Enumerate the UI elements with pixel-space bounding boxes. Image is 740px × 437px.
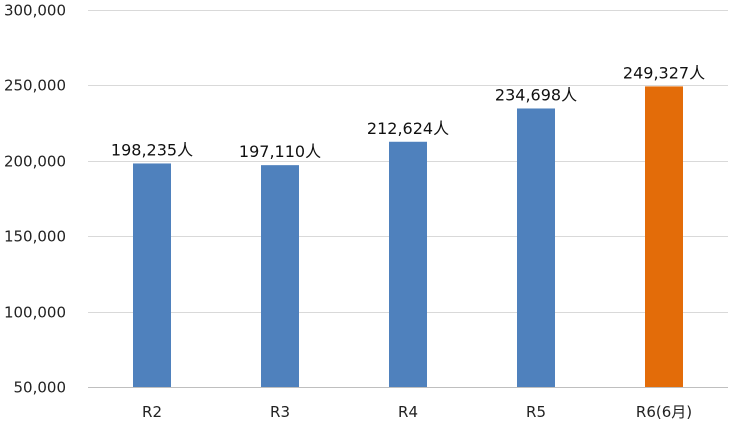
y-tick-label: 50,000 <box>14 379 67 397</box>
data-label: 234,698人 <box>495 85 577 104</box>
data-label: 197,110人 <box>239 142 321 161</box>
y-tick-label: 100,000 <box>4 304 66 322</box>
bar <box>389 141 427 387</box>
data-labels: 198,235人 197,110人 212,624人 234,698人 249,327人 <box>111 63 705 161</box>
x-tick-label: R2 <box>142 403 162 421</box>
y-tick-label: 300,000 <box>4 2 66 20</box>
x-tick-label: R3 <box>270 403 290 421</box>
data-label: 198,235人 <box>111 140 193 159</box>
data-label: 212,624人 <box>367 119 449 138</box>
y-tick-label: 200,000 <box>4 153 66 171</box>
bar <box>133 163 171 387</box>
bar <box>517 108 555 388</box>
bar <box>261 165 299 387</box>
x-tick-label: R5 <box>526 403 546 421</box>
x-tick-label: R4 <box>398 403 418 421</box>
y-tick-label: 150,000 <box>4 228 66 246</box>
x-tick-label: R6(6月) <box>636 403 692 421</box>
bars <box>133 86 683 388</box>
y-tick-label: 250,000 <box>4 77 66 95</box>
y-axis-ticks: 50,000 100,000 150,000 200,000 250,000 300,00… <box>4 2 66 397</box>
data-label: 249,327人 <box>623 63 705 82</box>
x-axis-labels: R2 R3 R4 R5 R6(6月) <box>142 403 692 421</box>
bar <box>645 86 683 387</box>
